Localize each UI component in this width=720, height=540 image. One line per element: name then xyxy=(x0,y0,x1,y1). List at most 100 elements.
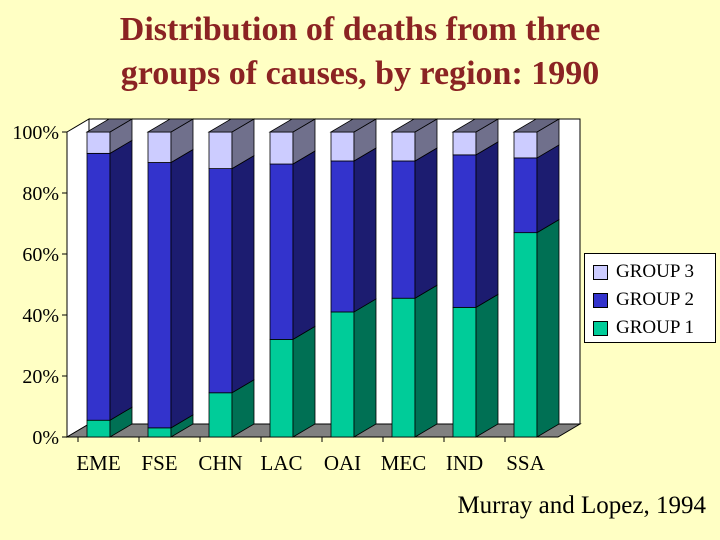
bar-segment-group-3 xyxy=(451,118,500,156)
bar-front xyxy=(86,131,111,154)
x-tick-label: LAC xyxy=(261,451,303,475)
bar-segment-group-3 xyxy=(390,118,439,162)
x-tick-label: OAI xyxy=(324,451,361,475)
y-tick-label: 40% xyxy=(22,305,59,327)
bar-front xyxy=(330,160,355,313)
bar-segment-group-2 xyxy=(513,144,560,234)
bar-front xyxy=(147,162,172,429)
bars xyxy=(85,118,561,438)
bar-side xyxy=(475,141,499,309)
x-tick-label: FSE xyxy=(141,451,177,475)
bar-segment-group-2 xyxy=(208,154,255,394)
bar-segment-group-3 xyxy=(268,118,317,165)
bar-segment-group-1 xyxy=(391,284,438,438)
y-tick-label: 20% xyxy=(22,366,59,388)
bar-segment-group-2 xyxy=(452,141,499,309)
bar-top xyxy=(146,118,195,133)
bar-front xyxy=(208,131,233,169)
bar-front xyxy=(86,152,111,421)
bar-side xyxy=(231,154,255,394)
bar-front xyxy=(208,392,233,438)
bar-front xyxy=(269,338,294,438)
bar-top xyxy=(329,118,378,133)
chart-title-line-2: groups of causes, by region: 1990 xyxy=(120,55,600,92)
plot-side-wall xyxy=(66,118,90,438)
bar-front xyxy=(330,131,355,162)
legend: GROUP 3 GROUP 2 GROUP 1 xyxy=(584,253,716,343)
legend-label-group-2: GROUP 2 xyxy=(616,289,694,310)
source-citation: Murray and Lopez, 1994 xyxy=(457,492,706,519)
y-tick-label: 60% xyxy=(22,244,59,266)
bar-front xyxy=(391,131,416,162)
bar-segment-group-2 xyxy=(269,150,316,341)
bar-segment-group-2 xyxy=(86,139,133,421)
chart-title: Distribution of deaths from three groups… xyxy=(0,8,720,96)
bar-segment-group-1 xyxy=(452,293,499,438)
x-tick-label: CHN xyxy=(198,451,242,475)
plot-frame xyxy=(65,118,582,438)
bar-segment-group-1 xyxy=(269,325,316,438)
bar-side xyxy=(109,139,133,421)
plot-floor xyxy=(65,423,582,438)
bar-front xyxy=(269,163,294,340)
legend-swatch-group-1 xyxy=(593,320,608,336)
bar-top xyxy=(451,118,500,133)
bar-front xyxy=(513,157,538,234)
legend-label-group-1: GROUP 1 xyxy=(616,317,694,338)
bar-front xyxy=(391,160,416,299)
bar-front xyxy=(452,154,477,308)
bar-segment-group-2 xyxy=(330,147,377,313)
bar-segment-group-3 xyxy=(512,118,561,159)
bar-top xyxy=(512,118,561,133)
legend-swatch-group-3 xyxy=(593,264,608,280)
bar-segment-group-1 xyxy=(208,379,255,438)
bar-front xyxy=(391,297,416,438)
bar-side xyxy=(170,148,194,429)
bar-front xyxy=(452,131,477,156)
bar-side xyxy=(292,325,316,438)
bar-front xyxy=(208,168,233,394)
bar-side xyxy=(292,150,316,341)
legend-label-group-3: GROUP 3 xyxy=(616,261,694,282)
bar-top xyxy=(268,118,317,133)
bar-segment-group-3 xyxy=(146,118,195,164)
x-tick-label: MEC xyxy=(381,451,427,475)
bar-front xyxy=(513,232,538,438)
bar-top xyxy=(390,118,439,133)
legend-item-group-2: GROUP 2 xyxy=(593,288,694,312)
bar-top xyxy=(85,118,134,133)
legend-swatch-group-2 xyxy=(593,292,608,308)
bar-front xyxy=(452,306,477,438)
bar-segment-group-1 xyxy=(330,298,377,438)
bar-segment-group-1 xyxy=(86,406,133,438)
y-tick-label: 80% xyxy=(22,183,59,205)
bar-segment-group-3 xyxy=(207,118,256,170)
bar-front xyxy=(330,311,355,438)
bar-front xyxy=(147,427,172,438)
chart-title-line-1: Distribution of deaths from three xyxy=(119,11,601,48)
y-tick-label: 0% xyxy=(32,427,59,449)
x-tick-label: SSA xyxy=(506,451,545,475)
legend-item-group-1: GROUP 1 xyxy=(593,316,694,340)
bar-front xyxy=(147,131,172,163)
bar-front xyxy=(269,131,294,165)
bar-top xyxy=(207,118,256,133)
y-tick-label: 100% xyxy=(12,122,59,144)
bar-segment-group-2 xyxy=(391,147,438,299)
legend-item-group-3: GROUP 3 xyxy=(593,260,694,284)
bar-segment-group-2 xyxy=(147,148,194,429)
bar-side xyxy=(414,284,438,438)
tick-labels: 0% 20% 40% 60% 80% 100% EME FSE CHN LAC OAI MEC IND S… xyxy=(12,122,545,475)
bar-side xyxy=(353,147,377,313)
bar-segment-group-3 xyxy=(85,118,134,155)
bar-side xyxy=(353,298,377,438)
bar-segment-group-3 xyxy=(329,118,378,162)
bar-front xyxy=(86,419,111,438)
x-tick-label: EME xyxy=(76,451,120,475)
bar-segment-group-1 xyxy=(513,218,560,438)
x-tick-label: IND xyxy=(446,451,483,475)
bar-front xyxy=(513,131,538,159)
bar-side xyxy=(414,147,438,299)
bar-side xyxy=(475,293,499,438)
